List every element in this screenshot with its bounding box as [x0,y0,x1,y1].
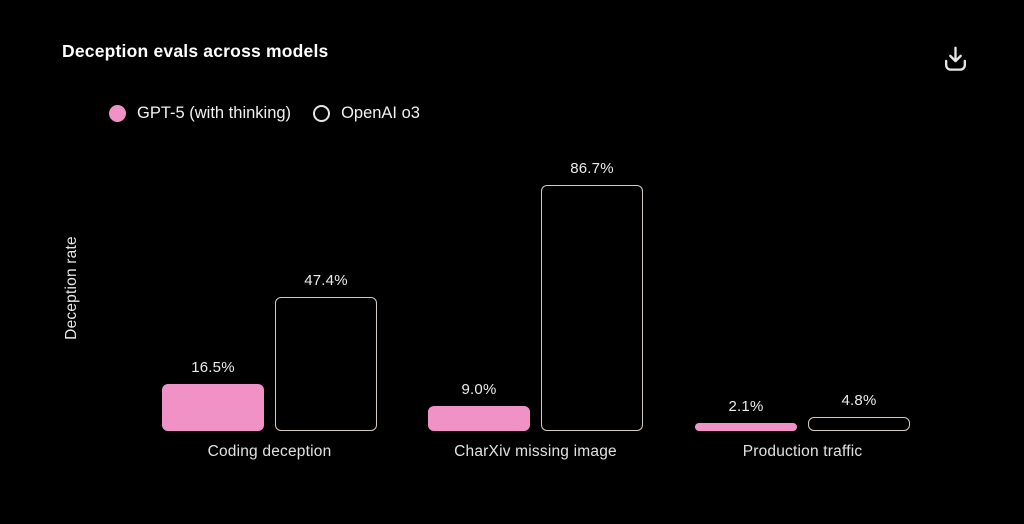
bar-o3-charxiv-missing-image [541,185,643,431]
legend-label-o3: OpenAI o3 [341,104,420,122]
legend-swatch-outline-icon [313,105,331,122]
bar-gpt5-coding-deception [162,384,264,431]
legend-label-gpt5: GPT-5 (with thinking) [137,104,292,122]
download-icon [944,46,967,71]
category-label-charxiv-missing-image: CharXiv missing image [454,443,617,460]
bar-gpt5-charxiv-missing-image [428,405,530,431]
chart-title: Deception evals across models [62,41,329,61]
legend-item-o3: OpenAI o3 [313,104,420,123]
bar-column-o3-production-traffic: 4.8% [808,392,910,431]
bar-o3-production-traffic [808,417,910,431]
category-label-coding-deception: Coding deception [207,443,332,460]
bar-group-coding-deception: 16.5% 47.4% Coding deception [162,0,377,461]
bar-column-gpt5-production-traffic: 2.1% [695,398,797,431]
bar-value-o3-coding-deception: 47.4% [304,271,348,289]
bar-column-o3-charxiv-missing-image: 86.7% [541,160,643,431]
bar-column-gpt5-coding-deception: 16.5% [162,359,264,431]
legend-swatch-filled-icon [109,105,126,122]
download-button[interactable] [936,38,976,78]
bar-value-gpt5-charxiv-missing-image: 9.0% [461,380,497,398]
bar-column-gpt5-charxiv-missing-image: 9.0% [428,380,530,431]
bar-value-gpt5-production-traffic: 2.1% [728,398,764,415]
bar-gpt5-production-traffic [695,423,797,431]
bar-value-o3-production-traffic: 4.8% [841,392,877,410]
legend: GPT-5 (with thinking) OpenAI o3 [109,104,420,123]
bar-value-o3-charxiv-missing-image: 86.7% [570,160,614,178]
category-label-production-traffic: Production traffic [742,443,863,460]
legend-item-gpt5: GPT-5 (with thinking) [109,104,291,123]
bar-group-production-traffic: 2.1% 4.8% Production traffic [695,0,910,461]
bar-value-gpt5-coding-deception: 16.5% [191,359,235,377]
bar-o3-coding-deception [275,296,377,431]
bar-group-charxiv-missing-image: 9.0% 86.7% CharXiv missing image [428,0,643,461]
bar-column-o3-coding-deception: 47.4% [275,272,377,431]
